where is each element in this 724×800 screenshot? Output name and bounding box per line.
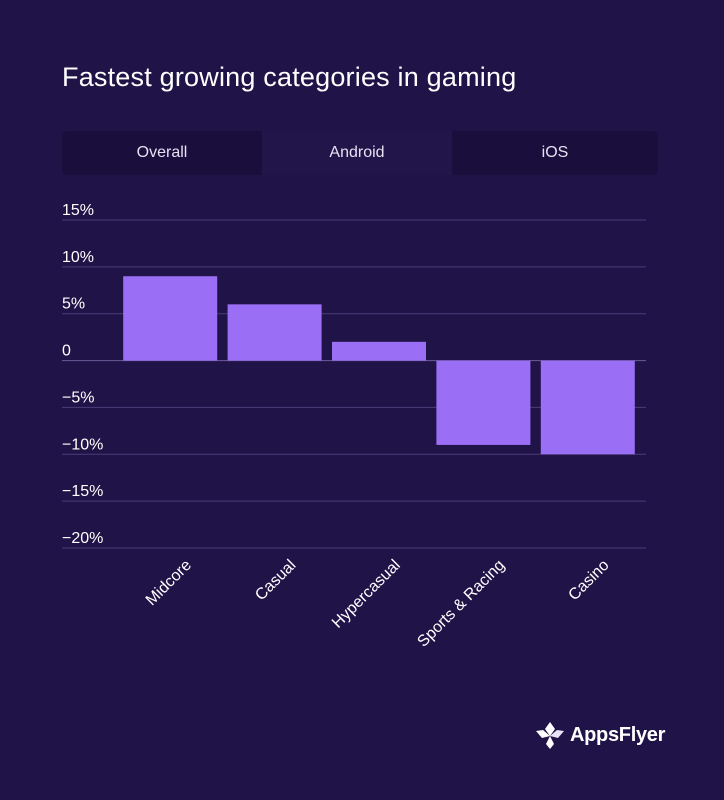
x-tick-label: Hypercasual	[329, 557, 404, 632]
bar-hypercasual	[332, 341, 426, 361]
x-tick-label: Casino	[565, 557, 612, 604]
y-tick-label: −15%	[62, 483, 103, 500]
bar-casino	[540, 360, 635, 455]
y-tick-label: −20%	[62, 530, 103, 547]
tab-ios[interactable]: iOS	[541, 144, 569, 161]
x-tick-label: Sports & Racing	[414, 557, 508, 651]
tab-android[interactable]: Android	[262, 131, 452, 175]
appsflyer-logo-text: AppsFlyer	[570, 723, 666, 746]
tab-overall[interactable]: Overall	[136, 144, 188, 161]
chart-title: Fastest growing categories in gaming	[62, 62, 517, 92]
platform-tab-bar: Overall Android iOS	[62, 131, 658, 175]
bar-casual	[227, 304, 322, 361]
y-tick-label: −5%	[62, 389, 94, 406]
x-tick-label: Casual	[252, 557, 299, 604]
y-tick-label: 10%	[62, 249, 94, 266]
y-tick-label: 5%	[62, 296, 85, 313]
bar-sports-racing	[436, 360, 531, 445]
x-tick-label: Midcore	[143, 557, 195, 609]
y-tick-label: 15%	[62, 202, 94, 219]
appsflyer-logo-icon	[536, 722, 564, 749]
bar-midcore	[123, 276, 218, 361]
y-tick-label: −10%	[62, 436, 103, 453]
appsflyer-logo: AppsFlyer	[534, 720, 665, 750]
y-tick-label: 0	[62, 343, 71, 360]
